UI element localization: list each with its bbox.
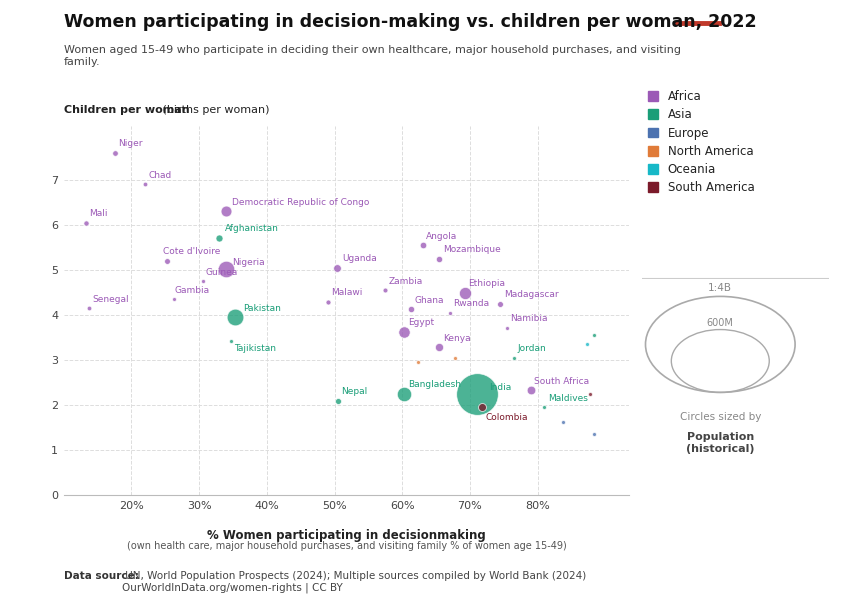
Point [475, 403, 489, 412]
Point [587, 331, 601, 340]
Text: Colombia: Colombia [485, 413, 528, 422]
Text: Guinea: Guinea [206, 268, 238, 277]
Point [411, 358, 425, 367]
Text: Circles sized by: Circles sized by [680, 412, 761, 422]
Text: Chad: Chad [149, 171, 172, 180]
Point [228, 313, 241, 322]
Text: Women participating in decision-making vs. children per woman, 2022: Women participating in decision-making v… [64, 13, 756, 31]
Point [416, 241, 429, 250]
Text: Gambia: Gambia [174, 286, 209, 295]
Text: Democratic Republic of Congo: Democratic Republic of Congo [232, 198, 369, 207]
Point [332, 396, 345, 406]
Point [433, 254, 446, 263]
Point [433, 343, 446, 352]
Text: Maldives: Maldives [547, 394, 587, 403]
Point [405, 304, 418, 314]
Text: Egypt: Egypt [408, 318, 434, 327]
Text: 1:4B: 1:4B [708, 283, 733, 293]
Text: Afghanistan: Afghanistan [225, 224, 279, 233]
Point [581, 340, 594, 349]
Point [458, 287, 472, 297]
Point [219, 206, 233, 216]
Point [139, 179, 152, 189]
Point [557, 417, 570, 427]
Text: (births per woman): (births per woman) [159, 105, 269, 115]
Text: Rwanda: Rwanda [453, 299, 489, 308]
Text: Madagascar: Madagascar [504, 290, 558, 299]
Text: Senegal: Senegal [93, 295, 129, 304]
Point [219, 264, 233, 274]
Text: Tajikistan: Tajikistan [235, 344, 276, 353]
Text: Our World
in Data: Our World in Data [717, 35, 780, 59]
Text: Nigeria: Nigeria [232, 258, 264, 267]
Text: India: India [489, 383, 511, 391]
Text: Angola: Angola [426, 232, 457, 241]
Point [398, 327, 411, 337]
Point [378, 286, 392, 295]
Text: Uganda: Uganda [342, 254, 377, 263]
Point [224, 336, 238, 346]
Point [398, 389, 411, 398]
Text: Bangladesh: Bangladesh [408, 380, 461, 389]
Text: UN, World Population Prospects (2024); Multiple sources compiled by World Bank (: UN, World Population Prospects (2024); M… [122, 571, 586, 593]
Text: Women aged 15-49 who participate in deciding their own healthcare, major househo: Women aged 15-49 who participate in deci… [64, 45, 681, 67]
Text: South Africa: South Africa [535, 377, 589, 386]
Point [82, 304, 96, 313]
Text: Malawi: Malawi [332, 288, 362, 297]
Point [524, 385, 538, 395]
Text: Children per woman: Children per woman [64, 105, 190, 115]
Point [537, 403, 551, 412]
Point [501, 323, 514, 332]
Legend: Africa, Asia, Europe, North America, Oceania, South America: Africa, Asia, Europe, North America, Oce… [648, 90, 755, 194]
Point [79, 218, 93, 227]
Text: Mali: Mali [89, 209, 108, 218]
Text: Pakistan: Pakistan [243, 304, 281, 313]
Text: % Women participating in decisionmaking: % Women participating in decisionmaking [207, 529, 486, 542]
Text: Ethiopia: Ethiopia [468, 279, 506, 288]
Point [330, 263, 343, 272]
Text: Cote d'Ivoire: Cote d'Ivoire [163, 247, 221, 257]
Text: (own health care, major household purchases, and visiting family % of women age : (own health care, major household purcha… [127, 541, 567, 551]
Point [587, 430, 601, 439]
Point [108, 148, 122, 158]
Point [448, 353, 462, 362]
Point [507, 353, 521, 362]
Text: Kenya: Kenya [443, 334, 470, 343]
Text: Jordan: Jordan [518, 344, 546, 353]
Text: Ghana: Ghana [415, 296, 444, 305]
Point [212, 233, 226, 242]
Text: Zambia: Zambia [388, 277, 423, 286]
Text: Namibia: Namibia [511, 314, 548, 323]
Point [196, 277, 209, 286]
Point [494, 299, 507, 308]
Point [470, 389, 484, 398]
Text: Niger: Niger [118, 139, 143, 148]
Text: Population
(historical): Population (historical) [686, 432, 755, 454]
Text: Nepal: Nepal [342, 387, 367, 396]
Text: 600M: 600M [707, 319, 734, 328]
Point [583, 389, 597, 398]
Point [160, 256, 173, 266]
Point [167, 295, 181, 304]
Text: Data source:: Data source: [64, 571, 139, 581]
Point [321, 296, 335, 306]
Text: Mozambique: Mozambique [443, 245, 501, 254]
Point [443, 308, 456, 317]
